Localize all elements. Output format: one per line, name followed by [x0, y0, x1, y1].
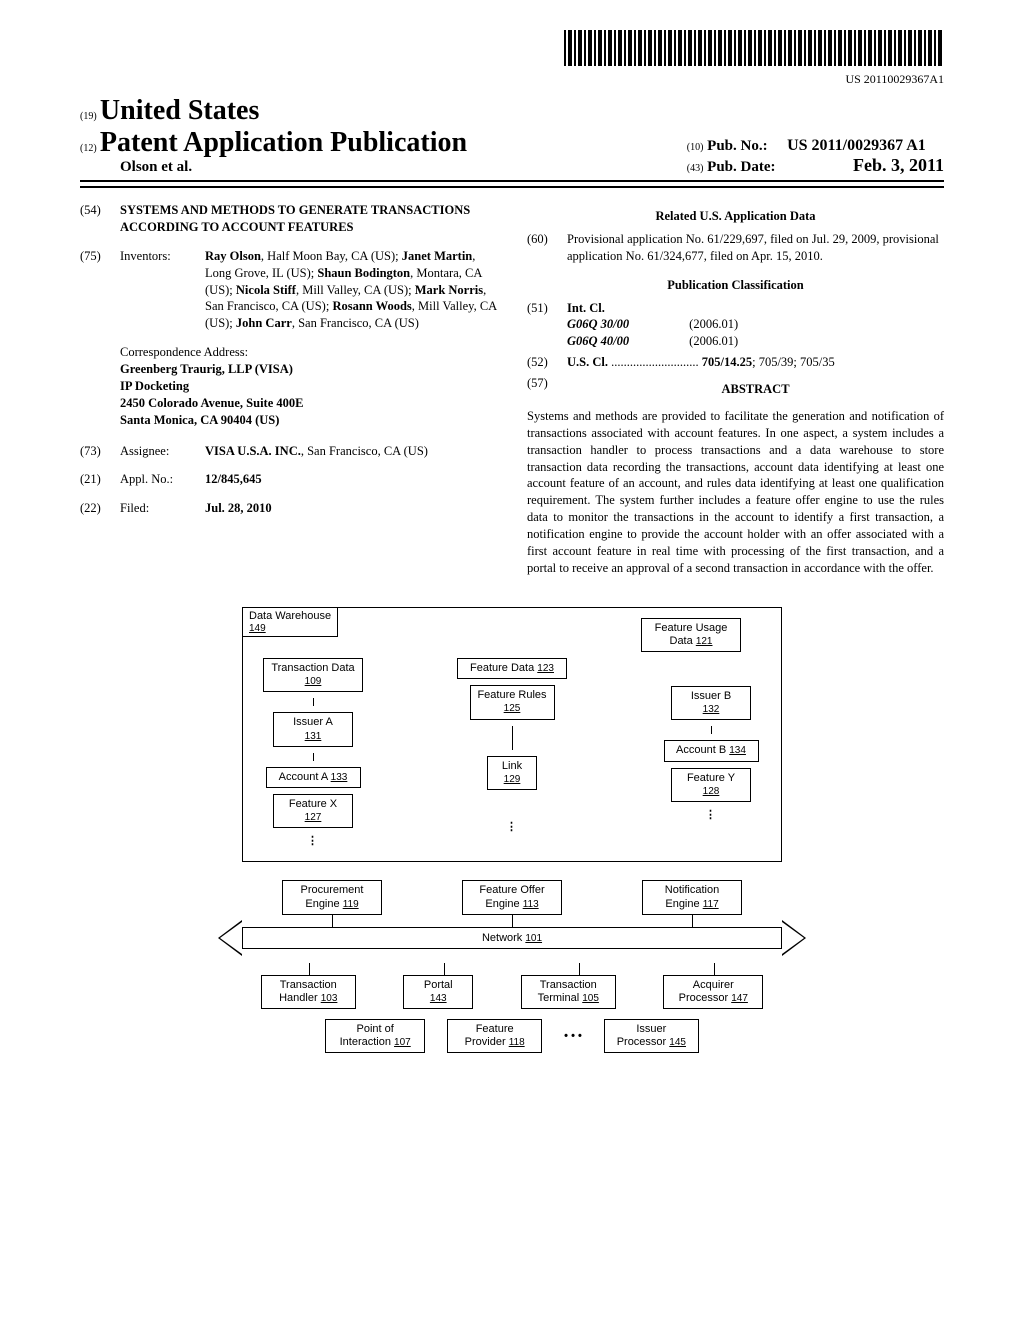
classification-head: Publication Classification [527, 277, 944, 294]
code-43: (43) [687, 163, 704, 174]
fig-notification-engine: Notification Engine 117 [642, 880, 742, 914]
code-12: (12) [80, 143, 97, 154]
fig-transaction-data: Transaction Data 109 [263, 658, 363, 692]
correspondence-address: Greenberg Traurig, LLP (VISA) IP Docketi… [120, 361, 497, 429]
fig-feature-x: Feature X127 [273, 794, 353, 828]
fig-link: Link129 [487, 756, 537, 790]
code-60: (60) [527, 231, 567, 265]
code-57: (57) [527, 375, 567, 404]
code-19: (19) [80, 111, 97, 122]
country: United States [100, 95, 259, 126]
dots-icon: ⋮ [506, 820, 518, 833]
filed-date: Jul. 28, 2010 [205, 500, 497, 517]
provisional-text: Provisional application No. 61/229,697, … [567, 231, 944, 265]
abstract-head: ABSTRACT [567, 381, 944, 398]
pub-date: Feb. 3, 2011 [853, 155, 944, 175]
fig-account-b: Account B 134 [664, 740, 759, 761]
right-column: Related U.S. Application Data (60) Provi… [527, 202, 944, 577]
uscl-val: 705/14.25; 705/39; 705/35 [702, 355, 835, 369]
fig-issuer-b: Issuer B132 [671, 686, 751, 720]
fig-point-of-interaction: Point of Interaction 107 [325, 1019, 425, 1053]
fig-network: Network 101 [242, 927, 782, 949]
code-75: (75) [80, 248, 120, 332]
code-10: (10) [687, 142, 704, 153]
uscl-label: U.S. Cl. [567, 355, 608, 369]
header-row: (19) United States (12) Patent Applicati… [80, 95, 944, 182]
doc-type: Patent Application Publication [100, 127, 467, 158]
barcode-graphic [564, 30, 944, 66]
pub-no-label: Pub. No.: [707, 138, 767, 154]
fig-feature-provider: Feature Provider 118 [447, 1019, 542, 1053]
barcode-text: US 20110029367A1 [80, 72, 944, 87]
dots-icon: ⋮ [307, 834, 319, 847]
correspondence-label: Correspondence Address: [120, 344, 497, 361]
abstract-text: Systems and methods are provided to faci… [527, 408, 944, 577]
fig-feature-offer-engine: Feature Offer Engine 113 [462, 880, 562, 914]
assignee-label: Assignee: [120, 443, 205, 460]
fig-transaction-handler: Transaction Handler 103 [261, 975, 356, 1009]
left-column: (54) SYSTEMS AND METHODS TO GENERATE TRA… [80, 202, 497, 577]
pub-no: US 2011/0029367 A1 [787, 137, 926, 154]
fig-account-a: Account A 133 [266, 767, 361, 788]
related-head: Related U.S. Application Data [527, 208, 944, 225]
fig-feature-usage: Feature Usage Data 121 [641, 618, 741, 652]
pub-date-label: Pub. Date: [707, 159, 775, 175]
fig-feature-y: Feature Y128 [671, 768, 751, 802]
fig-procurement-engine: Procurement Engine 119 [282, 880, 382, 914]
filed-label: Filed: [120, 500, 205, 517]
invention-title: SYSTEMS AND METHODS TO GENERATE TRANSACT… [120, 202, 497, 236]
applno: 12/845,645 [205, 471, 497, 488]
ellipsis-icon: • • • [564, 1030, 582, 1042]
authors-line: Olson et al. [120, 159, 467, 176]
fig-feature-rules: Feature Rules 125 [470, 685, 555, 719]
assignee: VISA U.S.A. INC., San Francisco, CA (US) [205, 443, 497, 460]
applno-label: Appl. No.: [120, 471, 205, 488]
code-73: (73) [80, 443, 120, 460]
code-51: (51) [527, 300, 567, 351]
inventors-label: Inventors: [120, 248, 205, 332]
code-21: (21) [80, 471, 120, 488]
dots-icon: ⋮ [705, 808, 717, 821]
figure: Data Warehouse149 Feature Usage Data 121… [242, 607, 782, 1054]
fig-issuer-processor: Issuer Processor 145 [604, 1019, 699, 1053]
inventors: Ray Olson, Half Moon Bay, CA (US); Janet… [205, 248, 497, 332]
code-54: (54) [80, 202, 120, 236]
code-52: (52) [527, 354, 567, 371]
fig-acquirer-processor: Acquirer Processor 147 [663, 975, 763, 1009]
barcode-area: US 20110029367A1 [80, 30, 944, 87]
uscl-dots: ............................ [611, 355, 699, 369]
code-22: (22) [80, 500, 120, 517]
fig-transaction-terminal: Transaction Terminal 105 [521, 975, 616, 1009]
fig-data-warehouse: Data Warehouse149 [242, 607, 338, 637]
fig-feature-data: Feature Data 123 [457, 658, 567, 679]
fig-issuer-a: Issuer A131 [273, 712, 353, 746]
fig-portal: Portal143 [403, 975, 473, 1009]
intcl-label: Int. Cl. [567, 301, 605, 315]
